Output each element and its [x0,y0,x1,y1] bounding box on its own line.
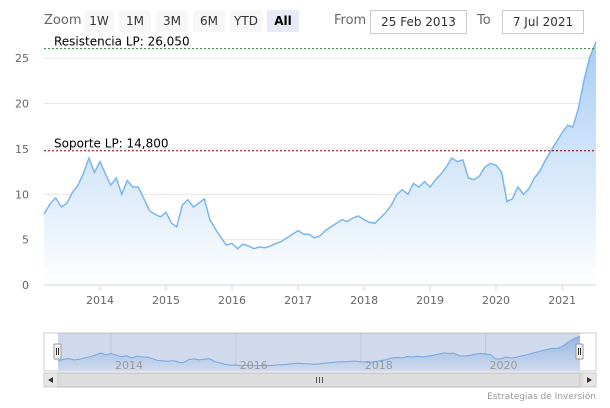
scrollbar-grip-icon [316,377,323,383]
x-tick-label: 2014 [86,294,114,307]
level-label: Resistencia LP: 26,050 [54,35,190,49]
zoom-label: Zoom [44,13,82,28]
navigator-left-handle[interactable] [53,343,62,360]
y-tick-label: 15 [15,143,29,156]
y-tick-label: 10 [15,188,29,201]
scrollbar-right-arrow[interactable] [581,372,597,388]
chart-credit[interactable]: Estrategias de Inversión [487,392,596,402]
navigator-area [58,336,580,371]
from-label: From [334,13,367,28]
level-annotations: Resistencia LP: 26,050 Soporte LP: 14,800 [44,35,596,152]
x-tick-label: 2019 [416,294,444,307]
zoom-button-1w[interactable]: 1W [84,10,114,32]
navigator-selection-mask[interactable] [58,333,580,371]
x-tick-label: 2018 [350,294,378,307]
zoom-button-all[interactable]: All [267,10,299,32]
navigator-right-handle[interactable] [575,343,584,360]
navigator-x-tick-label: 2016 [240,359,268,372]
y-tick-label: 5 [22,234,29,247]
zoom-button-3m[interactable]: 3M [156,10,188,32]
navigator-line [57,335,581,367]
navigator-x-tick-label: 2014 [115,359,143,372]
zoom-button-6m[interactable]: 6M [193,10,225,32]
range-selector-toolbar: Zoom 1W 1M 3M 6M YTD All From 25 Feb 201… [0,0,610,42]
price-line [43,41,597,250]
arrow-right-icon [587,377,592,383]
arrow-left-icon [48,377,53,383]
navigator-x-axis: 2014 2016 2018 2020 [115,359,517,372]
scrollbar[interactable] [43,372,597,388]
x-tick-label: 2017 [284,294,312,307]
y-tick-label: 25 [15,52,29,65]
y-tick-label: 20 [15,98,29,111]
zoom-button-1m[interactable]: 1M [119,10,151,32]
x-tick-label: 2020 [482,294,510,307]
zoom-button-ytd[interactable]: YTD [230,10,262,32]
level-label: Soporte LP: 14,800 [54,137,169,151]
navigator[interactable]: 2014 2016 2018 2020 [43,332,597,372]
x-tick-label: 2016 [218,294,246,307]
x-tick-label: 2021 [548,294,576,307]
to-label: To [477,13,491,28]
from-date-input[interactable]: 25 Feb 2013 [370,10,467,34]
navigator-x-tick-label: 2018 [365,359,393,372]
scrollbar-left-arrow[interactable] [43,372,59,388]
x-axis: 2014 2015 2016 2017 2018 2019 2020 2021 [86,285,576,307]
y-tick-label: 0 [22,279,29,292]
x-tick-label: 2015 [152,294,180,307]
price-area [44,41,596,285]
navigator-x-tick-label: 2020 [489,359,517,372]
to-date-input[interactable]: 7 Jul 2021 [502,10,584,34]
y-axis: 0 5 10 15 20 25 [15,52,29,292]
